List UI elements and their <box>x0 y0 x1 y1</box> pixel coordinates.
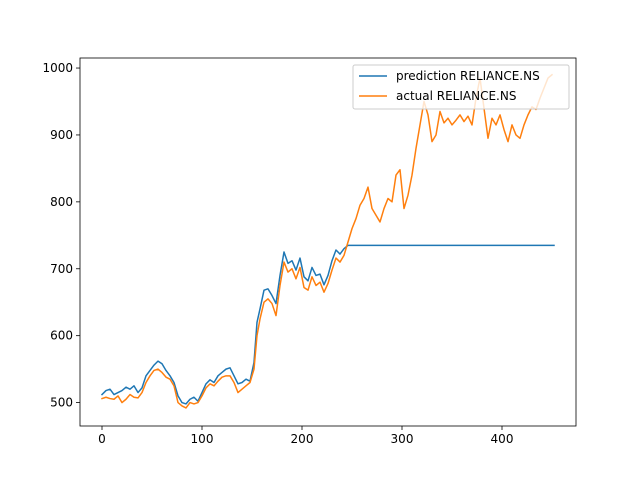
legend-label: actual RELIANCE.NS <box>396 89 516 103</box>
series-line-prediction <box>100 244 555 405</box>
y-tick-label: 1000 <box>42 61 73 75</box>
x-tick-label: 200 <box>291 432 314 446</box>
axes-frame <box>79 57 577 427</box>
x-tick-label: 300 <box>391 432 414 446</box>
x-tick-label: 0 <box>98 432 106 446</box>
y-tick-label: 600 <box>50 329 73 343</box>
y-tick-label: 800 <box>50 195 73 209</box>
legend: prediction RELIANCE.NS actual RELIANCE.NS <box>352 64 570 110</box>
axes: 0 100 200 300 400 500 600 700 800 900 1000 <box>42 57 577 446</box>
x-tick-label: 100 <box>191 432 214 446</box>
x-tick-label: 400 <box>491 432 514 446</box>
legend-label: prediction RELIANCE.NS <box>396 69 540 83</box>
y-tick-label: 900 <box>50 128 73 142</box>
y-tick-label: 500 <box>50 396 73 410</box>
legend-box <box>352 64 570 110</box>
y-tick-label: 700 <box>50 262 73 276</box>
